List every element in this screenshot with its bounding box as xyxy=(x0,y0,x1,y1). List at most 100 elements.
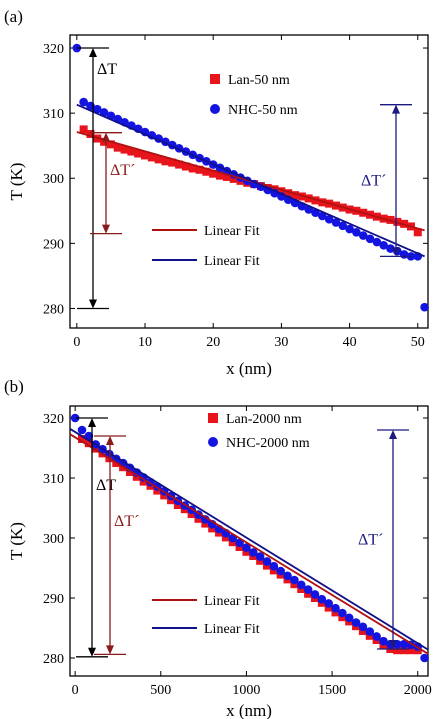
data-point-circle xyxy=(420,302,429,312)
x-tick-label: 500 xyxy=(150,683,171,698)
data-point-circle xyxy=(372,632,381,641)
x-tick-label: 20 xyxy=(206,335,220,350)
data-point-circle xyxy=(290,575,299,585)
data-point-square xyxy=(209,169,218,178)
data-point-circle xyxy=(372,237,382,247)
delta-arrowhead-up xyxy=(392,104,400,114)
data-point-circle xyxy=(255,552,265,561)
data-point-circle xyxy=(99,108,109,117)
data-point-circle xyxy=(338,221,348,231)
data-point-circle xyxy=(379,636,388,646)
data-point-square xyxy=(284,189,293,198)
data-point-circle xyxy=(269,561,279,571)
legend-marker-square xyxy=(208,413,218,423)
data-point-circle xyxy=(248,548,258,557)
y-axis-label: T (K) xyxy=(7,522,26,560)
data-point-circle xyxy=(324,214,334,224)
data-point-square xyxy=(277,187,286,196)
data-point-square xyxy=(168,158,177,167)
delta-label: ΔT´ xyxy=(361,173,386,190)
data-point-square xyxy=(222,172,231,181)
data-point-circle xyxy=(79,97,88,107)
data-point-circle xyxy=(358,231,368,240)
delta-arrowhead-down xyxy=(89,299,97,309)
fit-legend-label: Linear Fit xyxy=(204,224,260,239)
x-axis-label: x (nm) xyxy=(226,359,272,378)
data-point-square xyxy=(141,151,150,160)
fit-legend-label: Linear Fit xyxy=(204,622,260,637)
data-point-square xyxy=(202,167,211,176)
data-point-square xyxy=(195,165,204,174)
data-point-square xyxy=(127,147,136,156)
y-tick-label: 280 xyxy=(43,652,64,667)
data-point-circle xyxy=(242,543,251,552)
legend-label: Lan-2000 nm xyxy=(226,412,302,427)
x-axis-label: x (nm) xyxy=(226,701,272,719)
data-point-circle xyxy=(296,580,306,590)
x-tick-label: 2000 xyxy=(404,683,432,698)
delta-arrowhead-up xyxy=(389,430,397,439)
fit-legend-label: Linear Fit xyxy=(204,594,260,609)
legend-marker-circle xyxy=(208,437,218,447)
x-tick-label: 0 xyxy=(72,683,79,698)
data-point-square xyxy=(406,646,415,655)
delta-label: ΔT xyxy=(96,477,116,494)
data-point-circle xyxy=(201,515,210,524)
data-point-square xyxy=(100,137,109,146)
data-point-square xyxy=(86,129,95,138)
data-point-square xyxy=(188,164,197,173)
x-tick-label: 1000 xyxy=(232,683,260,698)
data-point-circle xyxy=(72,43,82,53)
delta-arrowhead-up xyxy=(106,436,114,445)
data-point-square xyxy=(79,125,88,134)
data-point-square xyxy=(154,155,163,164)
linear-fit-line xyxy=(69,433,429,655)
linear-fit-line xyxy=(69,428,429,651)
data-point-circle xyxy=(379,241,388,250)
data-point-circle xyxy=(283,571,292,581)
data-point-square xyxy=(400,646,409,655)
delta-arrowhead-down xyxy=(392,247,400,257)
y-tick-label: 320 xyxy=(43,412,64,427)
data-point-circle xyxy=(331,218,341,227)
data-point-square xyxy=(216,171,225,180)
legend-label: NHC-2000 nm xyxy=(226,436,310,451)
data-point-square xyxy=(161,157,170,166)
data-point-square xyxy=(413,228,422,237)
data-point-circle xyxy=(331,603,340,613)
data-point-square xyxy=(393,646,402,655)
data-point-circle xyxy=(358,622,368,632)
legend-label: NHC-50 nm xyxy=(228,103,298,118)
y-tick-label: 310 xyxy=(43,107,64,122)
panel-label: (b) xyxy=(4,377,24,396)
data-point-circle xyxy=(70,413,80,423)
data-point-square xyxy=(181,162,190,171)
delta-label: ΔT´ xyxy=(358,532,383,549)
data-point-square xyxy=(84,439,93,448)
data-point-square xyxy=(120,145,129,154)
data-point-square xyxy=(77,435,86,443)
data-point-circle xyxy=(351,618,361,627)
x-tick-label: 50 xyxy=(411,335,425,350)
data-point-circle xyxy=(235,538,244,548)
data-point-circle xyxy=(324,599,333,608)
delta-label: ΔT´ xyxy=(114,513,139,530)
y-tick-label: 300 xyxy=(43,532,64,547)
delta-label: ΔT´ xyxy=(110,162,135,179)
data-point-circle xyxy=(344,613,354,623)
data-point-circle xyxy=(317,594,327,604)
data-point-square xyxy=(147,153,156,162)
delta-label: ΔT xyxy=(97,61,117,78)
legend-marker-square xyxy=(210,74,220,84)
plot-frame xyxy=(69,34,429,329)
y-tick-label: 290 xyxy=(43,592,64,607)
y-tick-label: 310 xyxy=(43,472,64,487)
data-point-square xyxy=(113,143,122,152)
linear-fit-line xyxy=(76,103,425,258)
x-tick-label: 40 xyxy=(343,335,357,350)
y-tick-label: 300 xyxy=(43,172,64,187)
data-point-circle xyxy=(303,585,313,594)
y-tick-label: 280 xyxy=(43,302,64,317)
data-point-square xyxy=(175,160,184,169)
data-point-circle xyxy=(338,608,347,618)
